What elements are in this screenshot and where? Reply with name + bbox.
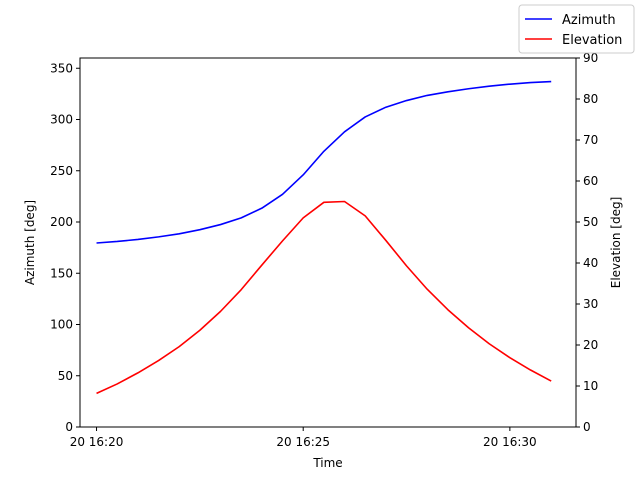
right-y-tick-label: 80 [583, 92, 598, 106]
right-y-axis: 0 10 20 30 40 50 60 70 80 90 [576, 51, 598, 434]
x-tick-label: 20 16:25 [276, 435, 330, 449]
legend: Azimuth Elevation [518, 4, 635, 54]
right-y-tick-label: 60 [583, 174, 598, 188]
left-y-tick-label: 100 [50, 318, 73, 332]
x-tick-label: 20 16:20 [70, 435, 124, 449]
left-y-tick-label: 350 [50, 61, 73, 75]
right-y-tick-label: 50 [583, 215, 598, 229]
right-y-tick-label: 20 [583, 338, 598, 352]
left-y-tick-label: 50 [58, 369, 73, 383]
legend-elevation-label: Elevation [562, 33, 622, 48]
right-y-axis-label: Elevation [deg] [609, 197, 623, 289]
series-layer [96, 80, 552, 395]
right-y-tick-label: 10 [583, 379, 598, 393]
left-y-tick-label: 0 [65, 420, 73, 434]
x-axis-label: Time [312, 456, 342, 470]
plot-frame [79, 57, 577, 428]
left-y-tick-label: 150 [50, 266, 73, 280]
left-y-tick-label: 200 [50, 215, 73, 229]
elevation-line [96, 200, 552, 395]
x-axis: 20 16:20 20 16:25 20 16:30 [70, 427, 537, 449]
legend-frame [518, 4, 635, 54]
azimuth-line [96, 80, 552, 244]
right-y-tick-label: 90 [583, 51, 598, 65]
left-y-tick-label: 250 [50, 164, 73, 178]
right-y-tick-label: 40 [583, 256, 598, 270]
x-tick-label: 20 16:30 [483, 435, 537, 449]
legend-azimuth-label: Azimuth [562, 13, 616, 28]
right-y-tick-label: 30 [583, 297, 598, 311]
right-y-tick-label: 70 [583, 133, 598, 147]
left-y-axis-label: Azimuth [deg] [23, 200, 37, 285]
left-y-axis: 0 50 100 150 200 250 300 350 [50, 61, 80, 434]
right-y-tick-label: 0 [583, 420, 591, 434]
left-y-tick-label: 300 [50, 113, 73, 127]
